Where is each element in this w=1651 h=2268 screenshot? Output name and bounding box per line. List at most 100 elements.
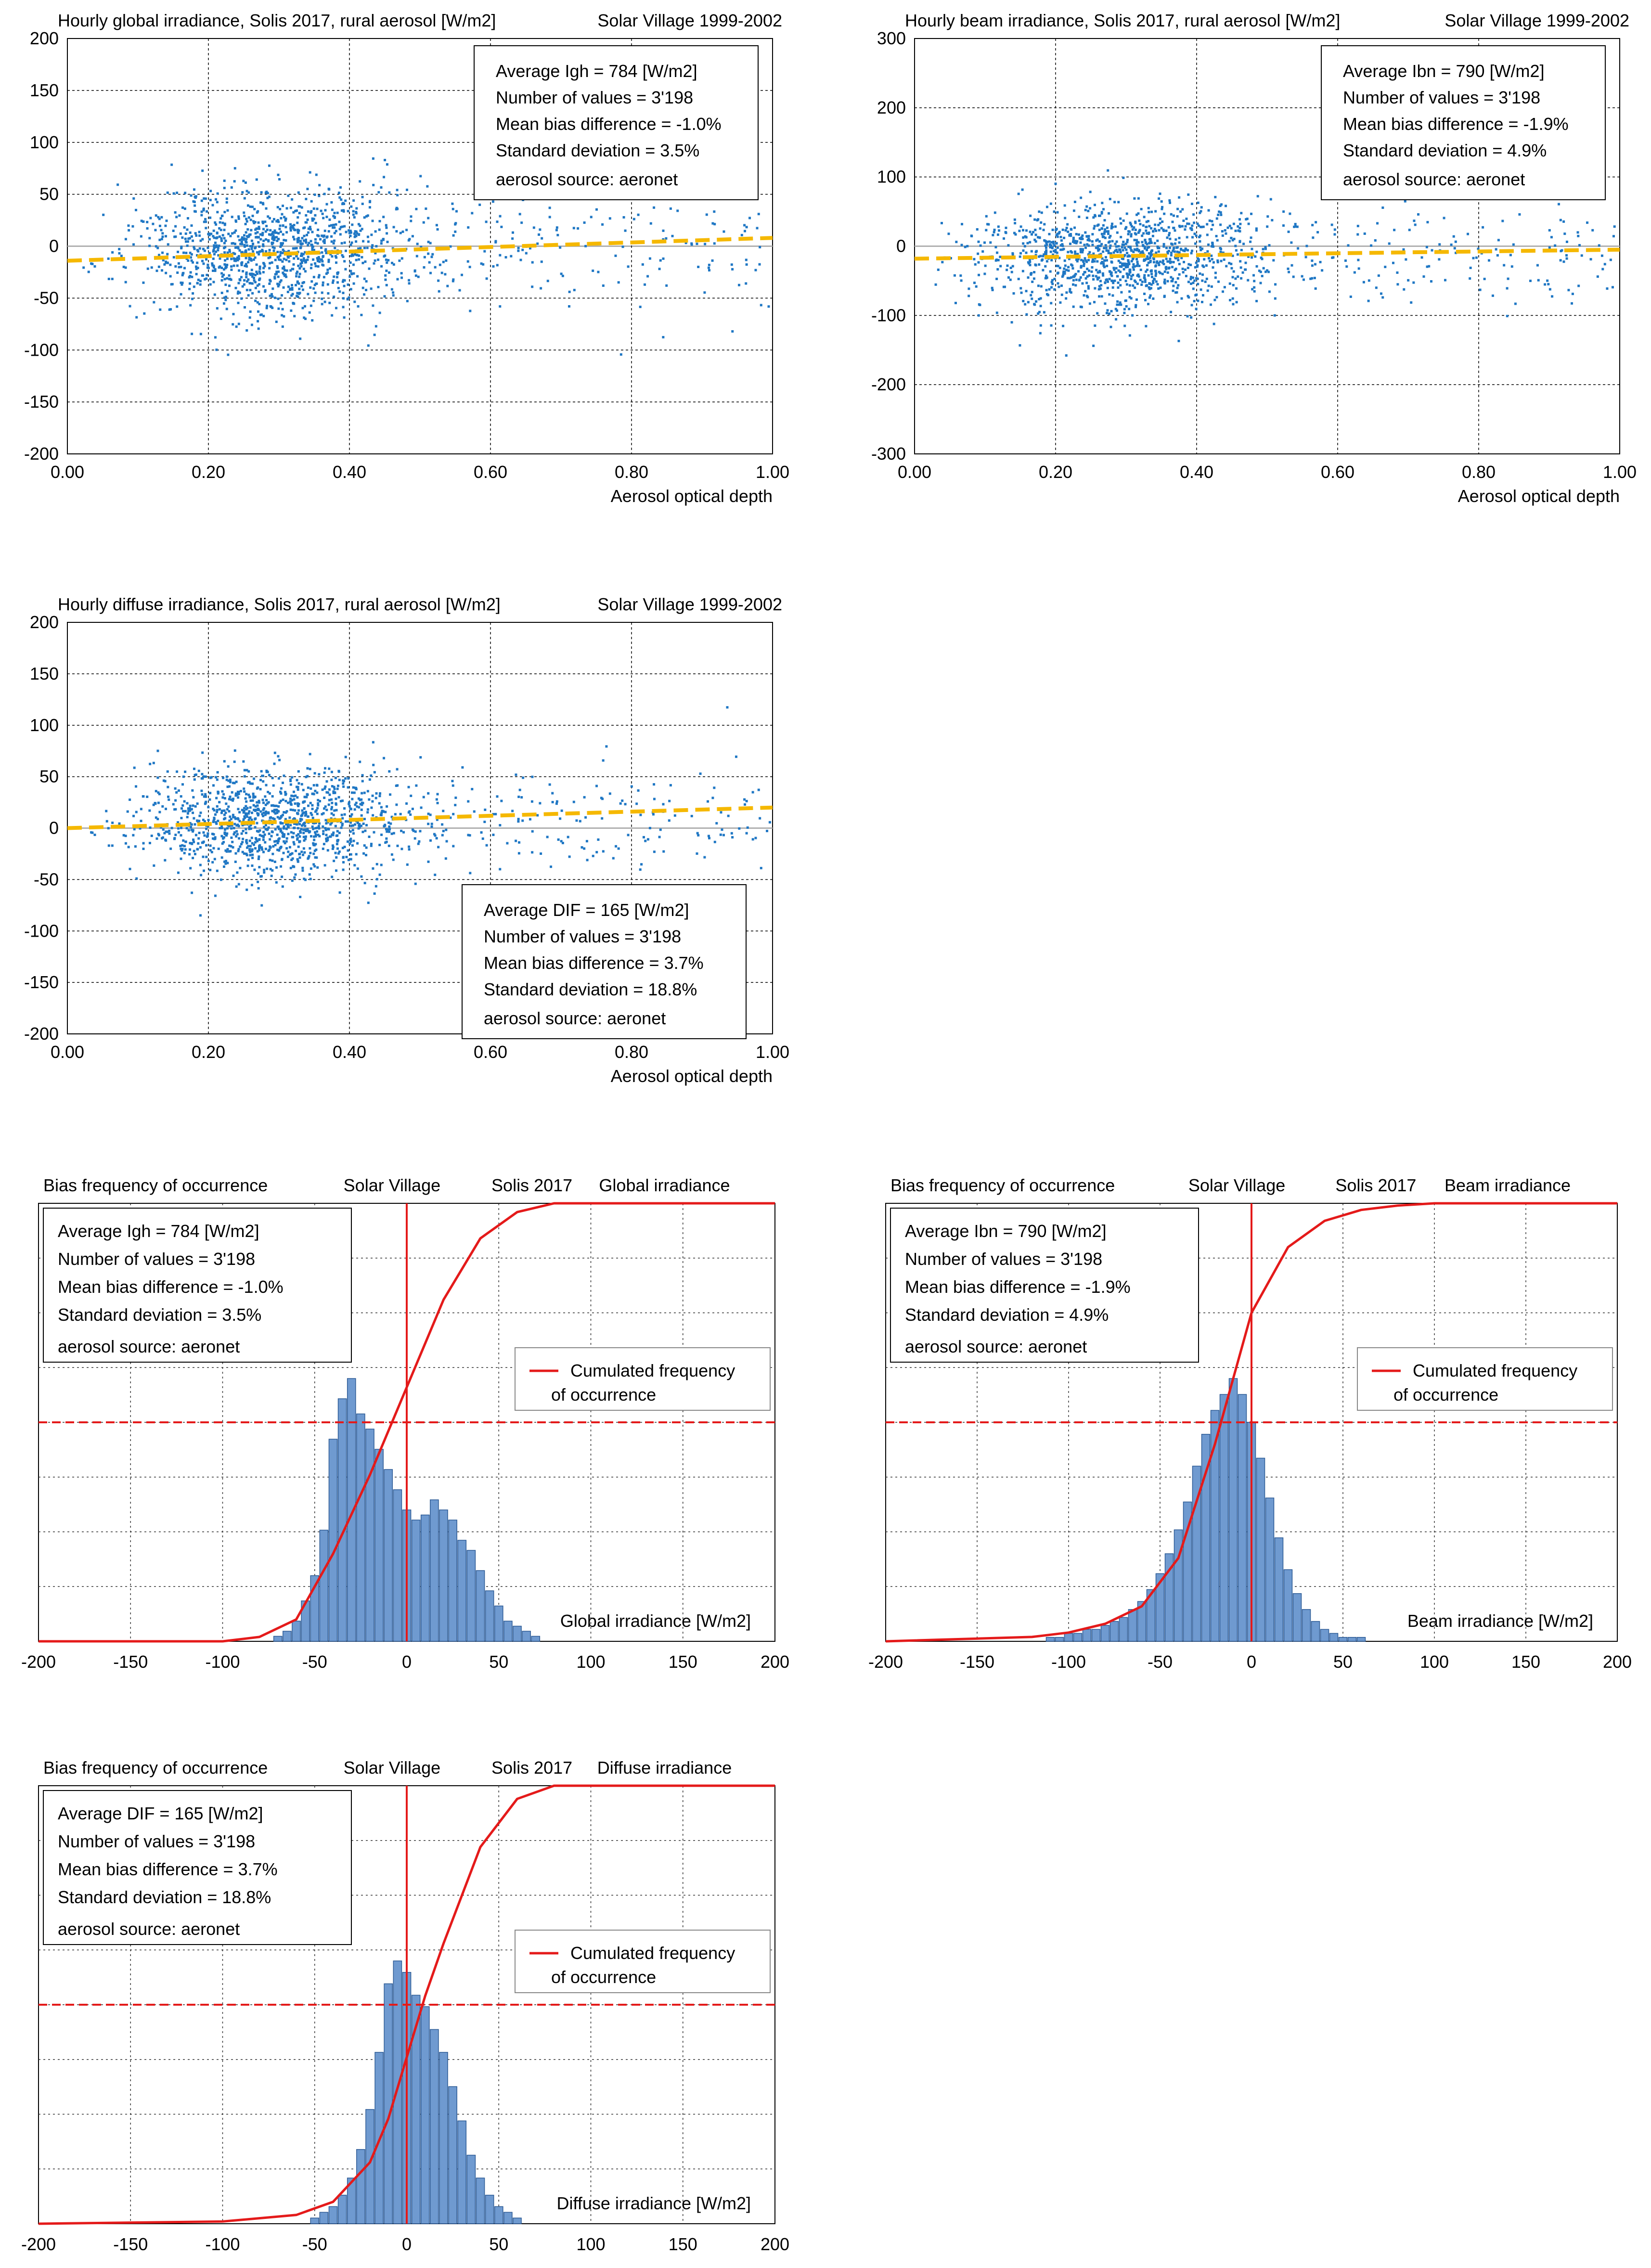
scatter-point: [1042, 269, 1045, 271]
scatter-point: [612, 857, 615, 860]
scatter-point: [274, 828, 277, 831]
scatter-point: [1084, 231, 1087, 234]
x-tick-label: 0.40: [333, 462, 366, 482]
scatter-point: [1482, 226, 1484, 229]
scatter-point: [1122, 176, 1125, 179]
scatter-point: [511, 810, 514, 812]
y-tick-label: -150: [24, 972, 59, 992]
scatter-point: [1452, 235, 1455, 238]
scatter-point: [985, 229, 988, 232]
scatter-point: [1518, 213, 1521, 216]
scatter-point: [1010, 321, 1013, 324]
scatter-point: [243, 279, 246, 282]
scatter-point: [713, 223, 716, 226]
scatter-point: [368, 778, 371, 781]
scatter-point: [441, 823, 444, 826]
scatter-point: [1092, 258, 1095, 261]
scatter-point: [177, 789, 180, 792]
scatter-point: [1053, 288, 1056, 291]
scatter-point: [304, 259, 307, 262]
scatter-point: [436, 793, 439, 796]
scatter-point: [258, 847, 261, 850]
scatter-point: [318, 822, 321, 825]
scatter-point: [1083, 271, 1086, 274]
scatter-point: [1537, 279, 1540, 282]
histogram-bar: [328, 2206, 338, 2224]
scatter-point: [394, 813, 397, 816]
scatter-point: [431, 253, 434, 256]
scatter-point: [1102, 208, 1105, 211]
scatter-point: [406, 188, 409, 191]
scatter-point: [540, 852, 542, 855]
scatter-point: [1135, 244, 1138, 247]
scatter-point: [353, 235, 356, 238]
scatter-point: [170, 826, 173, 829]
scatter-point: [1043, 311, 1045, 314]
scatter-point: [184, 240, 187, 243]
scatter-point: [1420, 256, 1423, 259]
scatter-point: [1058, 285, 1060, 288]
scatter-point: [331, 314, 334, 317]
scatter-point: [349, 244, 352, 246]
scatter-point: [297, 827, 299, 830]
scatter-point: [215, 198, 218, 201]
legend-box: [1357, 1347, 1613, 1411]
scatter-point: [392, 294, 395, 297]
scatter-point: [244, 245, 246, 248]
scatter-point: [1103, 219, 1106, 222]
histogram-bar: [1073, 1633, 1083, 1642]
scatter-point: [276, 812, 279, 814]
scatter-point: [268, 832, 271, 835]
scatter-point: [183, 800, 186, 803]
scatter-point: [340, 198, 343, 201]
scatter-point: [276, 239, 279, 242]
scatter-point: [639, 813, 642, 816]
scatter-point: [1220, 203, 1223, 206]
scatter-point: [353, 216, 356, 219]
scatter-point: [316, 257, 319, 259]
scatter-point: [319, 238, 322, 241]
scatter-point: [235, 780, 238, 783]
scatter-point: [275, 271, 278, 273]
scatter-point: [322, 217, 325, 219]
scatter-point: [1119, 217, 1122, 220]
scatter-point: [521, 819, 524, 822]
scatter-point: [1235, 287, 1238, 290]
scatter-point: [197, 770, 200, 773]
scatter-point: [196, 282, 199, 284]
scatter-point: [420, 245, 423, 248]
histogram-bar: [337, 1398, 347, 1642]
scatter-point: [251, 282, 254, 285]
scatter-point: [184, 192, 187, 194]
scatter-point: [1140, 284, 1143, 286]
scatter-point: [1106, 309, 1109, 312]
scatter-point: [451, 280, 454, 283]
scatter-point: [328, 301, 331, 304]
histogram-bar: [503, 1621, 513, 1642]
scatter-point: [279, 207, 282, 210]
scatter-point: [348, 802, 350, 805]
scatter-point: [156, 246, 159, 249]
scatter-point: [1255, 300, 1258, 303]
scatter-point: [353, 808, 356, 811]
scatter-point: [289, 797, 292, 800]
scatter-point: [390, 288, 393, 291]
scatter-point: [1053, 244, 1056, 247]
scatter-point: [242, 830, 245, 833]
scatter-point: [697, 834, 700, 837]
scatter-point: [1176, 250, 1179, 253]
scatter-point: [335, 869, 337, 872]
histogram-bar: [1109, 1621, 1119, 1642]
scatter-point: [347, 849, 349, 852]
trend-line: [67, 805, 773, 830]
scatter-point: [228, 850, 231, 853]
scatter-point: [1159, 193, 1161, 195]
scatter-point: [220, 856, 223, 859]
scatter-point: [183, 845, 186, 848]
scatter-point: [1158, 271, 1161, 273]
scatter-point: [180, 857, 182, 860]
scatter-point: [1177, 258, 1180, 261]
scatter-point: [308, 242, 310, 245]
scatter-point: [1151, 275, 1154, 278]
scatter-point: [290, 831, 293, 834]
